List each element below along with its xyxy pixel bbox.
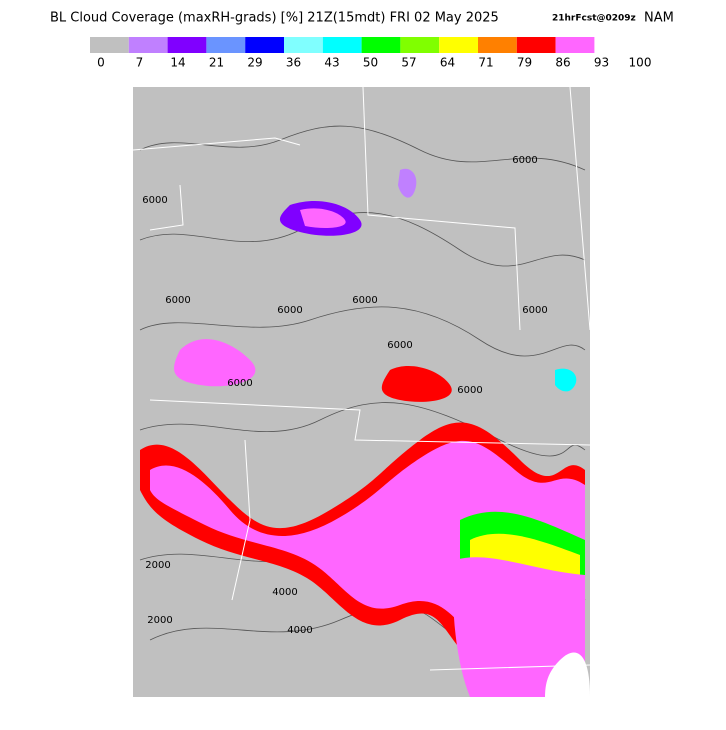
color-box [245, 37, 284, 53]
colorbar-label: 43 [324, 56, 339, 70]
contour-labels: 6000 6000 6000 6000 6000 6000 6000 6000 2000 2000… [142, 155, 547, 636]
contour-label: 6000 [277, 305, 302, 316]
colorbar-label: 79 [517, 56, 532, 70]
color-box [516, 37, 556, 53]
forecast-label: 21hrFcst@0209z [552, 14, 636, 24]
state-boundaries [132, 86, 591, 671]
map: 6000 6000 6000 6000 6000 6000 6000 6000 2000 2000… [132, 86, 591, 697]
colorbar-label: 71 [478, 56, 493, 70]
colorbar: 0 7 14 21 29 36 43 50 57 64 71 79 86 93 100 [90, 37, 651, 70]
colorbar-label: 100 [629, 56, 652, 70]
colorbar-label: 36 [286, 56, 301, 70]
colorbar-label: 86 [555, 56, 570, 70]
colorbar-label: 0 [97, 56, 105, 70]
color-box [400, 37, 440, 53]
title: BL Cloud Coverage (maxRH-grads) [%] 21Z(… [50, 11, 499, 26]
colorbar-label: 21 [209, 56, 224, 70]
color-box [206, 37, 246, 53]
contour-label: 6000 [512, 155, 537, 166]
contour-label: 6000 [457, 385, 482, 396]
colorbar-label: 29 [247, 56, 262, 70]
contour-label: 6000 [227, 378, 252, 389]
color-box [284, 37, 323, 53]
contour-label: 2000 [147, 615, 172, 626]
contour-label: 6000 [165, 295, 190, 306]
colorbar-label: 93 [594, 56, 609, 70]
contour-label: 2000 [145, 560, 170, 571]
contour-label: 6000 [352, 295, 377, 306]
contour-label: 4000 [272, 587, 297, 598]
contour-label: 6000 [522, 305, 547, 316]
cloud-areas [140, 168, 590, 697]
color-box [439, 37, 478, 53]
color-box [90, 37, 129, 53]
color-box [167, 37, 207, 53]
model-label: NAM [644, 11, 674, 26]
color-box [322, 37, 362, 53]
color-box [128, 37, 168, 53]
colorbar-label: 14 [170, 56, 185, 70]
color-box [478, 37, 517, 53]
contour-label: 6000 [142, 195, 167, 206]
contour-label: 4000 [287, 625, 312, 636]
colorbar-label: 64 [440, 56, 455, 70]
colorbar-label: 7 [136, 56, 144, 70]
colorbar-label: 57 [401, 56, 416, 70]
colorbar-label: 50 [363, 56, 378, 70]
contour-label: 6000 [387, 340, 412, 351]
color-box [555, 37, 595, 53]
color-box [361, 37, 401, 53]
